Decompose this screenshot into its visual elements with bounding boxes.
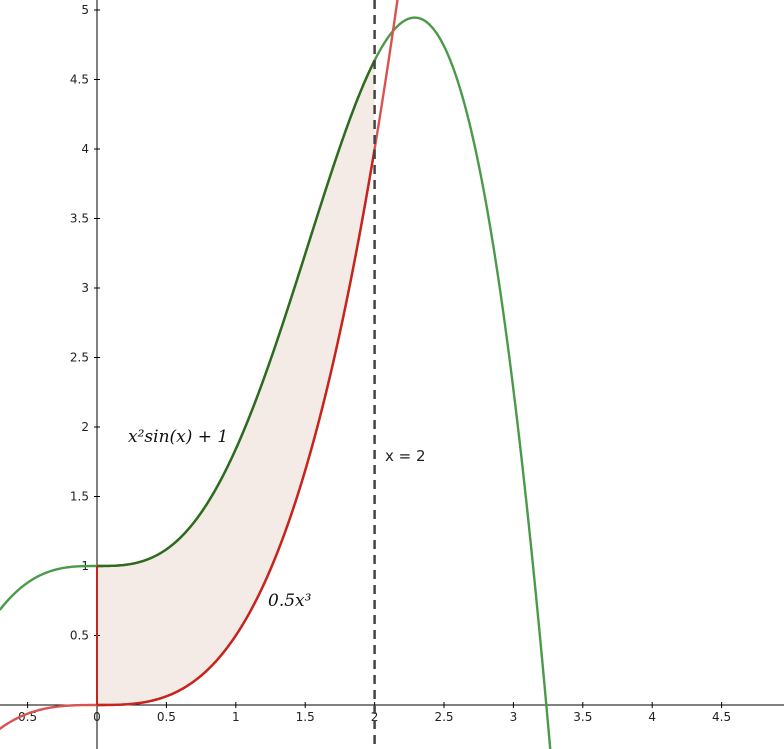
y-tick-label: 2 bbox=[81, 420, 89, 434]
y-tick-label: 3.5 bbox=[70, 212, 89, 226]
shaded-region bbox=[97, 60, 375, 706]
x-tick-label: 3.5 bbox=[573, 710, 592, 724]
x-tick-label: 2.5 bbox=[434, 710, 453, 724]
shaded-area-layer bbox=[97, 60, 375, 706]
x-tick-label: 1.5 bbox=[296, 710, 315, 724]
x-tick-label: 0.5 bbox=[157, 710, 176, 724]
curves bbox=[0, 0, 552, 749]
x-tick-label: 0.5 bbox=[18, 710, 37, 724]
vertical-line-label: x = 2 bbox=[385, 447, 426, 465]
y-tick-label: 1.5 bbox=[70, 490, 89, 504]
y-tick-label: 2.5 bbox=[70, 351, 89, 365]
x-tick-label: 1 bbox=[232, 710, 240, 724]
y-tick-label: 4 bbox=[81, 142, 89, 156]
x-tick-label: 3 bbox=[510, 710, 518, 724]
x-tick-label: 0 bbox=[93, 710, 101, 724]
y-tick-label: 0.5 bbox=[70, 629, 89, 643]
y-tick-label: 3 bbox=[81, 281, 89, 295]
red-curve-label: 0.5x³ bbox=[268, 591, 312, 611]
y-tick-label: 5 bbox=[81, 3, 89, 17]
x-tick-label: 2 bbox=[371, 710, 379, 724]
x-tick-label: 4 bbox=[648, 710, 656, 724]
green-curve-shaded-segment bbox=[97, 59, 376, 568]
green-curve-label: x²sin(x) + 1 bbox=[128, 427, 228, 447]
red-curve-shaded-segment bbox=[97, 148, 376, 707]
x-tick-label: 4.5 bbox=[712, 710, 731, 724]
y-tick-label: 4.5 bbox=[70, 73, 89, 87]
